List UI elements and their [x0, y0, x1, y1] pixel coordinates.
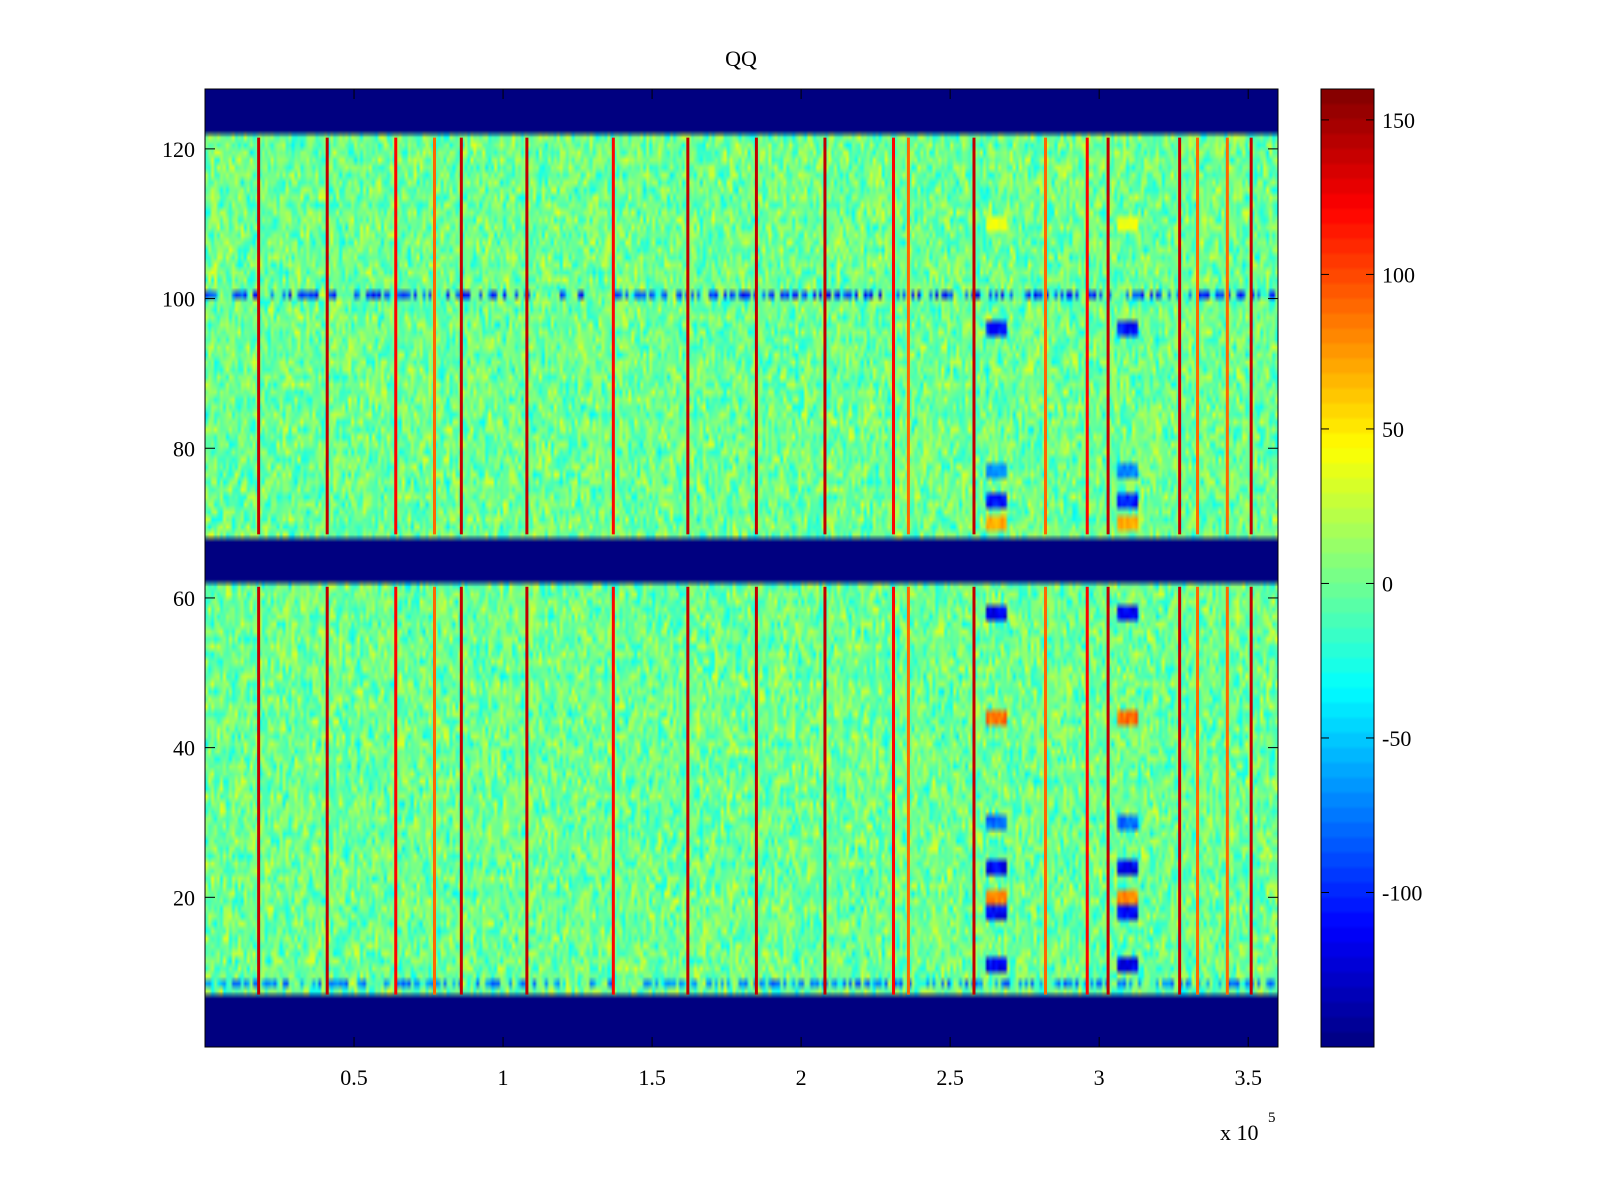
x-axis-tick-label: 0.5 [340, 1065, 368, 1090]
chart-title: QQ [725, 46, 757, 71]
y-axis-tick-label: 20 [173, 885, 195, 910]
x-axis-tick-label: 2.5 [936, 1065, 964, 1090]
y-axis-tick-label: 40 [173, 736, 195, 761]
y-axis-tick-label: 60 [173, 586, 195, 611]
x-axis-multiplier: x 10 [1220, 1120, 1259, 1145]
colorbar-tick-label: -100 [1382, 880, 1422, 905]
y-axis-tick-label: 80 [173, 436, 195, 461]
colorbar-tick-label: -50 [1382, 726, 1411, 751]
heatmap-image [205, 89, 1278, 1047]
x-axis-tick-label: 3 [1094, 1065, 1105, 1090]
x-axis-multiplier-exponent: 5 [1268, 1110, 1276, 1126]
colorbar [1321, 89, 1374, 1047]
y-axis-tick-label: 100 [162, 287, 195, 312]
x-axis-tick-label: 1.5 [638, 1065, 666, 1090]
y-axis-tick-label: 120 [162, 137, 195, 162]
colorbar-ticks: 150 100 50 0 -50 -100 [1321, 108, 1422, 905]
x-axis-multiplier-base: x 10 [1220, 1120, 1259, 1145]
x-axis-tick-label: 2 [796, 1065, 807, 1090]
colorbar-frame [1320, 88, 1375, 1048]
colorbar-tick-label: 150 [1382, 108, 1415, 133]
colorbar-tick-label: 50 [1382, 417, 1404, 442]
plot-frame [204, 88, 1279, 1048]
x-axis-tick-label: 3.5 [1234, 1065, 1262, 1090]
colorbar-tick-label: 100 [1382, 262, 1415, 287]
x-axis-tick-label: 1 [498, 1065, 509, 1090]
colorbar-tick-label: 0 [1382, 571, 1393, 596]
vertical-stripes [257, 137, 1253, 995]
plot-axes: 0.5 1 1.5 2 2.5 3 3.5 20 40 60 80 100 120 [162, 88, 1279, 1090]
